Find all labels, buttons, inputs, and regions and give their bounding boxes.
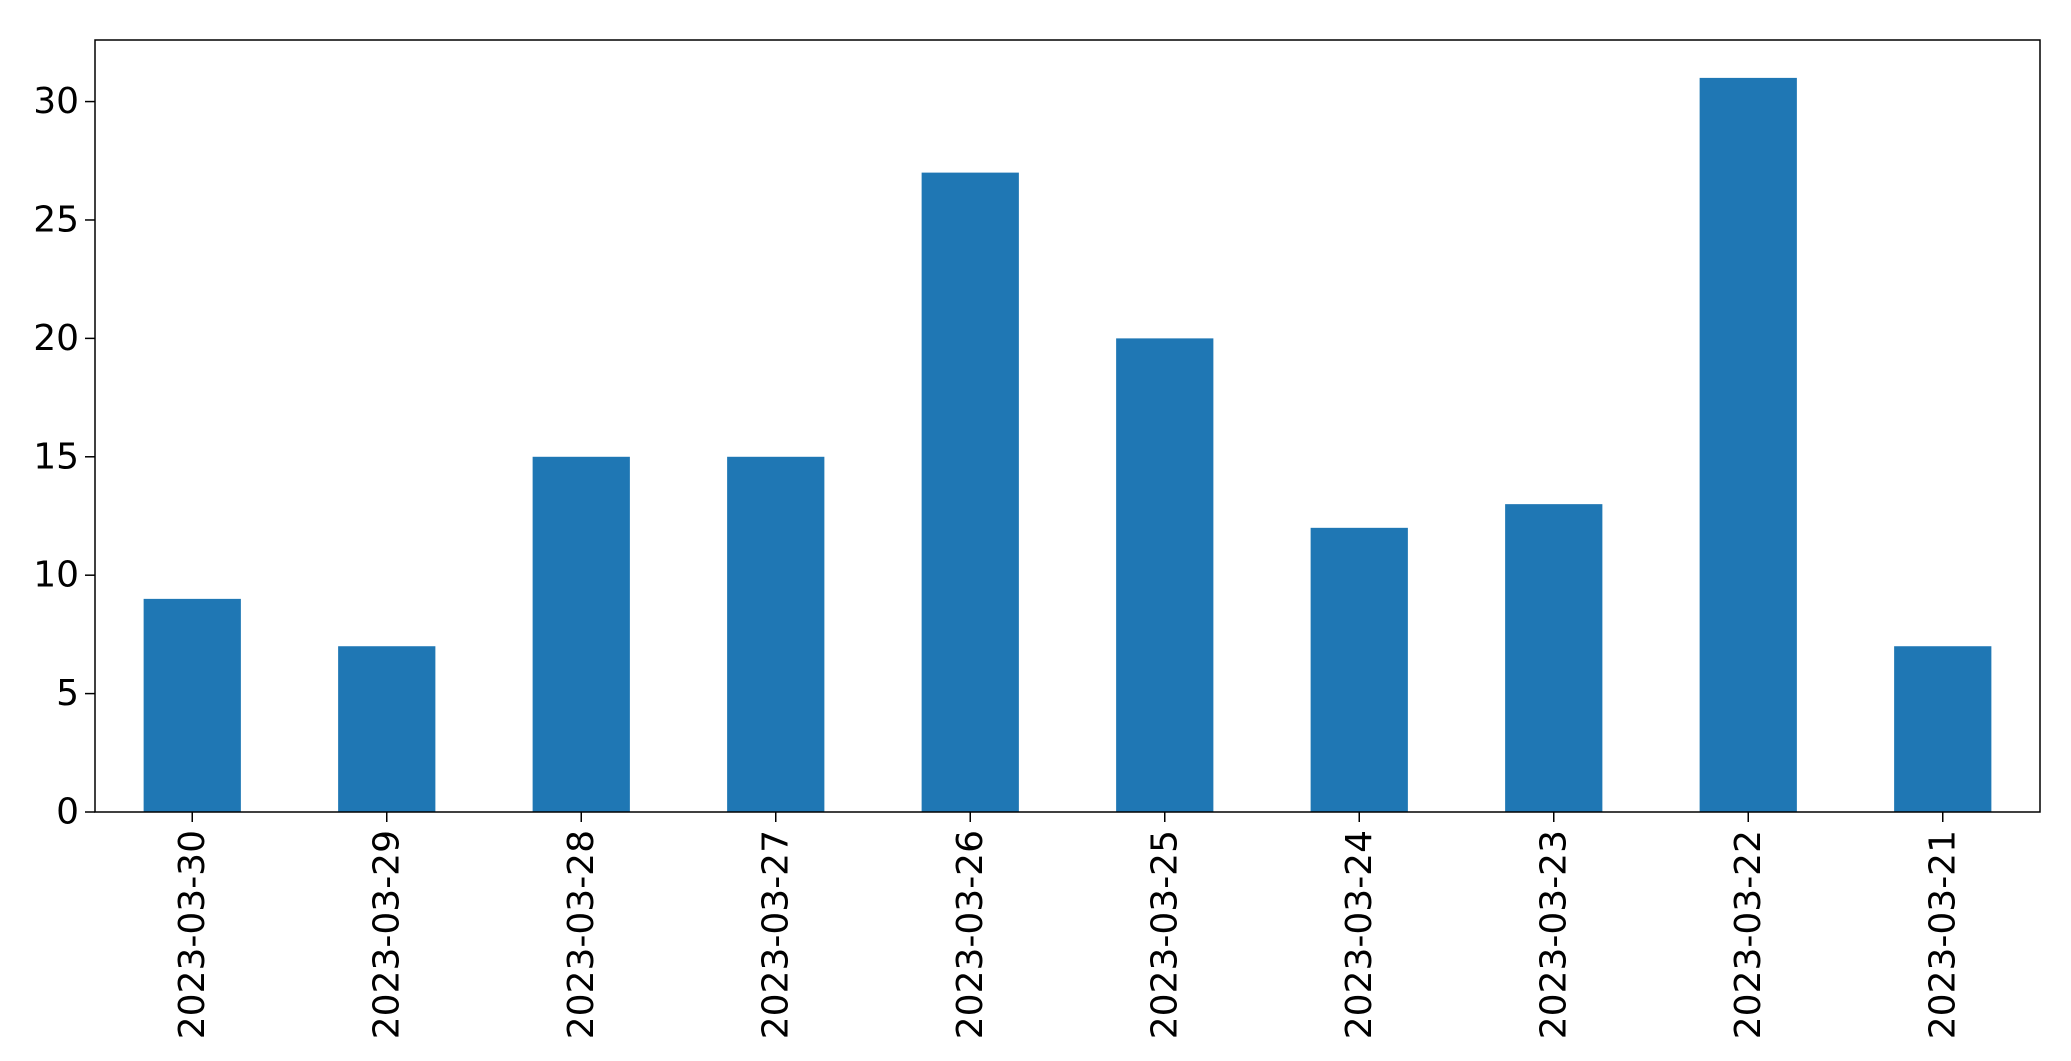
bar-2023-03-26 [921,172,1019,812]
bar-2023-03-25 [1116,338,1214,812]
x-tick-label-2023-03-26: 2023-03-26 [950,830,991,1039]
bar-2023-03-23 [1505,504,1603,812]
x-axis: 2023-03-30 2023-03-29 2023-03-28 2023-03-27… [172,812,1963,1039]
y-axis: 0 5 10 15 20 25 30 [33,81,95,833]
y-tick-label: 5 [56,673,79,714]
bar-2023-03-29 [338,646,436,812]
y-tick-label: 25 [33,199,79,240]
x-tick-label-2023-03-23: 2023-03-23 [1533,830,1574,1039]
x-tick-label-2023-03-21: 2023-03-21 [1922,830,1963,1039]
x-tick-label-2023-03-24: 2023-03-24 [1339,830,1380,1039]
bar-2023-03-28 [532,456,630,812]
y-tick-label: 30 [33,81,79,122]
x-tick-label-2023-03-25: 2023-03-25 [1144,830,1185,1039]
y-tick-label: 10 [33,555,79,596]
plot-frame [94,39,2041,813]
bars-group [143,77,1992,812]
bar-2023-03-30 [143,598,241,812]
y-tick-label: 20 [33,318,79,359]
x-tick-label-2023-03-29: 2023-03-29 [366,830,407,1039]
y-tick-label: 0 [56,792,79,833]
bar-2023-03-22 [1699,77,1797,812]
bar-2023-03-21 [1894,646,1992,812]
x-tick-label-2023-03-28: 2023-03-28 [561,830,602,1039]
x-tick-label-2023-03-22: 2023-03-22 [1728,830,1769,1039]
bar-2023-03-27 [727,456,825,812]
y-tick-label: 15 [33,436,79,477]
bar-2023-03-24 [1310,527,1408,812]
x-tick-label-2023-03-27: 2023-03-27 [755,830,796,1039]
x-tick-label-2023-03-30: 2023-03-30 [172,830,213,1039]
